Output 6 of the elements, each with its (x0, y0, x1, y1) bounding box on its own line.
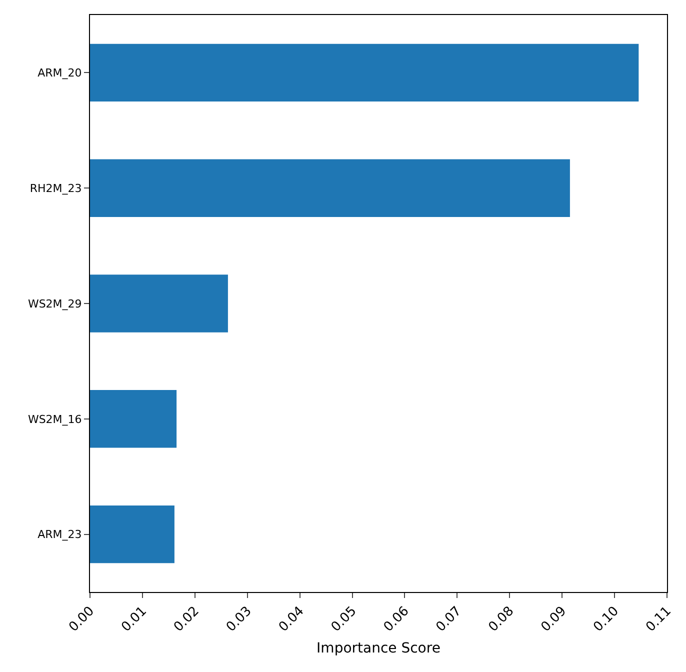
y-tick-label: ARM_23 (38, 528, 82, 542)
y-tick-label: WS2M_29 (28, 297, 82, 310)
y-tick-label: ARM_20 (38, 66, 82, 80)
y-tick-label: RH2M_23 (30, 182, 82, 195)
x-axis-title: Importance Score (316, 640, 440, 656)
y-tick-label: WS2M_16 (28, 412, 82, 426)
